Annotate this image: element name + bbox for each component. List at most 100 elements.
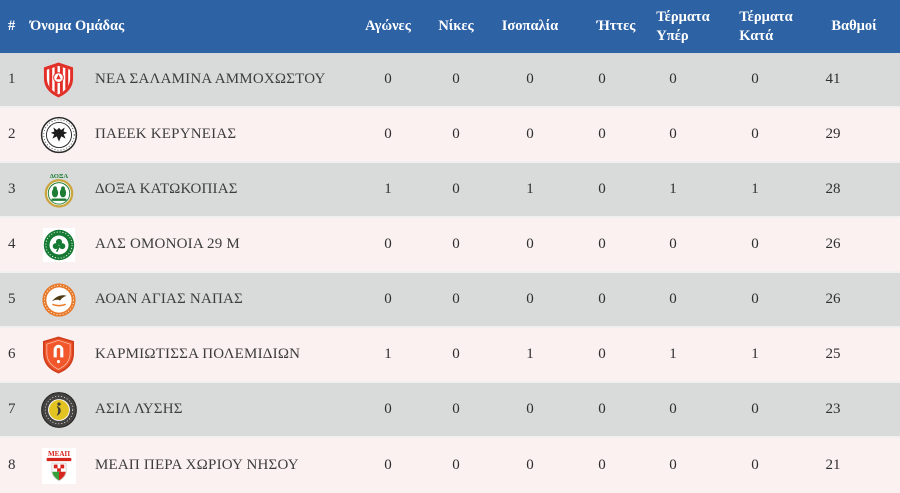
- goals-against-cell: 1: [751, 181, 759, 197]
- goals-for-cell: 0: [669, 291, 677, 307]
- matches-cell: 0: [384, 71, 392, 87]
- doxa-crest-icon: ΔΟΞΑ: [26, 171, 91, 209]
- wins-column-header: Νίκες: [438, 18, 474, 34]
- team-name: ΑΟΑΝ ΑΓΙΑΣ ΝΑΠΑΣ: [95, 291, 243, 307]
- team-name: ΝΕΑ ΣΑΛΑΜΙΝΑ ΑΜΜΟΧΩΣΤΟΥ: [95, 71, 326, 87]
- goals-against-cell: 0: [751, 457, 759, 473]
- wins-cell: 0: [452, 236, 460, 252]
- goals-against-cell: 0: [751, 71, 759, 87]
- goals-for-cell: 1: [669, 181, 677, 197]
- points-cell: 25: [825, 346, 841, 362]
- meap-crest-text: ΜΕΑΠ: [47, 450, 70, 458]
- table-row[interactable]: 4 ΑΛΣ ΟΜΟΝΟΙΑ 29 Μ 0 0 0 0 0 0 26: [0, 218, 900, 273]
- table-row[interactable]: 1 ΝΕΑ ΣΑΛΑΜΙΝΑ ΑΜΜΟΧΩΣΤΟΥ 0 0 0 0 0 0: [0, 53, 900, 108]
- goals-against-cell: 0: [751, 236, 759, 252]
- team-name: ΜΕΑΠ ΠΕΡΑ ΧΩΡΙΟΥ ΝΗΣΟΥ: [95, 457, 299, 473]
- goals-for-cell: 0: [669, 401, 677, 417]
- losses-cell: 0: [598, 71, 606, 87]
- wins-cell: 0: [452, 126, 460, 142]
- losses-column-header: Ήττες: [596, 18, 636, 34]
- goals-against-cell: 1: [751, 346, 759, 362]
- paeek-crest-icon: [26, 116, 91, 154]
- rank-cell: 5: [8, 291, 16, 307]
- table-row[interactable]: 3 ΔΟΞΑ ΔΟΞΑ ΚΑΤΩΚΟΠΙΑΣ 1 0 1 0 1 1 28: [0, 163, 900, 218]
- losses-cell: 0: [598, 346, 606, 362]
- omonoia-29m-crest-icon: [26, 226, 91, 264]
- goals-for-cell: 0: [669, 71, 677, 87]
- losses-cell: 0: [598, 236, 606, 252]
- points-column-header: Βαθμοί: [831, 18, 877, 34]
- team-name: ΚΑΡΜΙΩΤΙΣΣΑ ΠΟΛΕΜΙΔΙΩΝ: [95, 346, 301, 362]
- team-name-column-header: Όνομα Ομάδας: [30, 18, 125, 34]
- rank-cell: 1: [8, 71, 16, 87]
- team-name: ΑΛΣ ΟΜΟΝΟΙΑ 29 Μ: [95, 236, 240, 252]
- points-cell: 41: [825, 71, 841, 87]
- wins-cell: 0: [452, 457, 460, 473]
- goals-for-header-line1: Τέρματα: [656, 9, 710, 26]
- draws-cell: 0: [526, 457, 534, 473]
- aoan-crest-icon: [26, 281, 91, 319]
- losses-cell: 0: [598, 291, 606, 307]
- table-row[interactable]: 5 ΑΟΑΝ ΑΓΙΑΣ ΝΑΠΑΣ 0 0 0 0 0 0 26: [0, 273, 900, 328]
- goals-for-cell: 0: [669, 126, 677, 142]
- table-row[interactable]: 2 ΠΑΕΕΚ ΚΕΡΥΝΕΙΑΣ 0 0 0 0 0 0 29: [0, 108, 900, 163]
- matches-cell: 1: [384, 346, 392, 362]
- rank-cell: 2: [8, 126, 16, 142]
- matches-cell: 1: [384, 181, 392, 197]
- wins-cell: 0: [452, 346, 460, 362]
- goals-for-cell: 0: [669, 236, 677, 252]
- draws-cell: 1: [526, 181, 534, 197]
- matches-cell: 0: [384, 236, 392, 252]
- draws-cell: 0: [526, 401, 534, 417]
- losses-cell: 0: [598, 457, 606, 473]
- losses-cell: 0: [598, 126, 606, 142]
- table-row[interactable]: 8 ΜΕΑΠ ΜΕΑΠ ΠΕΡΑ ΧΩΡΙΟΥ ΝΗΣΟΥ 0 0 0 0 0 …: [0, 438, 900, 493]
- points-cell: 21: [825, 457, 841, 473]
- matches-cell: 0: [384, 401, 392, 417]
- points-cell: 28: [825, 181, 841, 197]
- draws-cell: 0: [526, 291, 534, 307]
- rank-cell: 4: [8, 236, 16, 252]
- goals-against-cell: 0: [751, 401, 759, 417]
- wins-cell: 0: [452, 291, 460, 307]
- team-name: ΠΑΕΕΚ ΚΕΡΥΝΕΙΑΣ: [95, 126, 237, 142]
- draws-column-header: Ισοπαλία: [501, 18, 559, 34]
- losses-cell: 0: [598, 401, 606, 417]
- rank-cell: 8: [8, 457, 16, 473]
- rank-column-header: #: [8, 18, 16, 34]
- table-row[interactable]: 7 ΑΣΙΛ ΛΥΣΗΣ 0 0 0 0 0 0 23: [0, 383, 900, 438]
- goals-against-column-header: Τέρματα Κατά: [722, 8, 810, 44]
- goals-for-column-header: Τέρματα Υπέρ: [645, 8, 721, 44]
- rank-cell: 6: [8, 346, 16, 362]
- goals-against-cell: 0: [751, 291, 759, 307]
- asil-crest-icon: [26, 391, 91, 429]
- table-row[interactable]: 6 ΚΑΡΜΙΩΤΙΣΣΑ ΠΟΛΕΜΙΔΙΩΝ 1 0 1 0 1 1 25: [0, 328, 900, 383]
- goals-against-header-line2: Κατά: [739, 27, 774, 44]
- wins-cell: 0: [452, 71, 460, 87]
- matches-cell: 0: [384, 126, 392, 142]
- matches-column-header: Αγώνες: [365, 18, 411, 34]
- losses-cell: 0: [598, 181, 606, 197]
- meap-crest-icon: ΜΕΑΠ: [26, 447, 91, 485]
- karmiotissa-crest-icon: [26, 336, 91, 374]
- nea-salamina-crest-icon: [26, 61, 91, 99]
- rank-cell: 3: [8, 181, 16, 197]
- matches-cell: 0: [384, 291, 392, 307]
- goals-for-cell: 0: [669, 457, 677, 473]
- rank-cell: 7: [8, 401, 16, 417]
- draws-cell: 0: [526, 236, 534, 252]
- team-name: ΔΟΞΑ ΚΑΤΩΚΟΠΙΑΣ: [95, 181, 238, 197]
- draws-cell: 1: [526, 346, 534, 362]
- draws-cell: 0: [526, 71, 534, 87]
- points-cell: 26: [825, 236, 841, 252]
- goals-for-cell: 1: [669, 346, 677, 362]
- goals-for-header-line2: Υπέρ: [656, 27, 689, 44]
- points-cell: 26: [825, 291, 841, 307]
- matches-cell: 0: [384, 457, 392, 473]
- team-name: ΑΣΙΛ ΛΥΣΗΣ: [95, 401, 183, 417]
- wins-cell: 0: [452, 181, 460, 197]
- draws-cell: 0: [526, 126, 534, 142]
- doxa-crest-text: ΔΟΞΑ: [49, 173, 68, 180]
- table-header-row: # Όνομα Ομάδας Αγώνες Νίκες Ισοπαλία Ήττ…: [0, 0, 900, 53]
